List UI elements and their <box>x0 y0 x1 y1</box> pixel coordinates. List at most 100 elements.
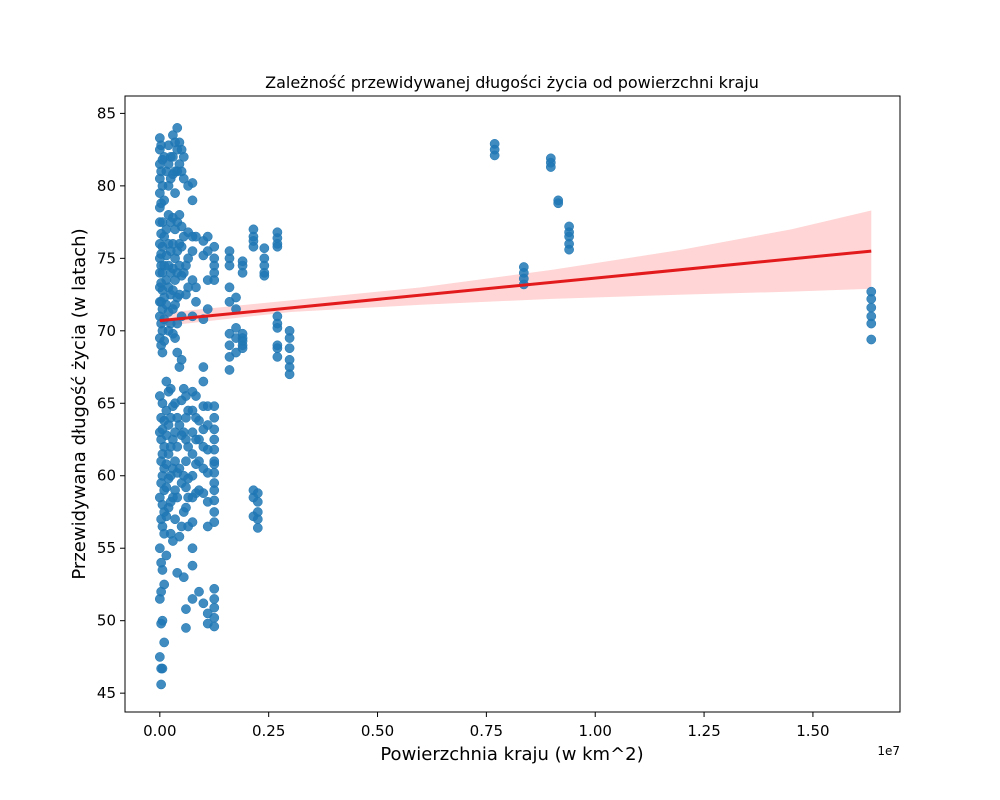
y-tick-label: 85 <box>97 104 116 122</box>
confidence-band-layer <box>159 210 872 327</box>
data-point <box>157 565 168 575</box>
y-tick-label: 50 <box>97 612 116 630</box>
data-point <box>178 173 189 184</box>
data-point <box>259 270 270 281</box>
chart-title: Zależność przewidywanej długości życia o… <box>265 73 759 92</box>
data-point <box>194 456 204 467</box>
data-point <box>866 318 877 329</box>
data-point <box>154 543 165 554</box>
data-point <box>181 623 191 633</box>
data-point <box>272 352 283 362</box>
data-point <box>187 178 198 188</box>
data-point <box>252 523 263 533</box>
data-point <box>157 663 168 674</box>
data-point <box>194 586 204 597</box>
y-tick-label: 70 <box>97 322 116 340</box>
data-point <box>159 637 170 648</box>
x-tick-label: 0.25 <box>252 722 285 740</box>
data-point <box>172 347 183 358</box>
y-tick-label: 80 <box>97 177 116 195</box>
y-axis-ticks: 45 50 55 60 65 70 75 80 85 <box>97 104 125 702</box>
y-axis-label: Przewidywana długość życia (w latach) <box>69 228 90 579</box>
data-point <box>209 275 220 285</box>
data-point <box>181 482 191 493</box>
data-point <box>209 459 220 470</box>
data-point <box>194 434 204 445</box>
data-point <box>202 231 213 242</box>
data-point <box>489 150 500 161</box>
data-point <box>174 210 185 220</box>
data-point <box>157 615 168 626</box>
data-point <box>252 496 263 507</box>
data-point <box>209 412 220 423</box>
data-point <box>209 424 220 435</box>
data-point <box>161 482 172 493</box>
data-point <box>231 292 241 303</box>
data-point <box>187 470 198 481</box>
data-point <box>187 594 198 604</box>
data-point <box>866 334 877 345</box>
data-point <box>209 401 220 412</box>
data-point <box>170 333 180 343</box>
data-point <box>209 583 220 594</box>
data-point <box>224 260 235 271</box>
data-point <box>272 343 283 354</box>
regression-line <box>159 249 872 323</box>
data-point <box>209 612 220 623</box>
data-point <box>172 441 183 452</box>
data-point <box>224 340 235 351</box>
data-point <box>183 441 193 452</box>
data-point <box>191 282 201 293</box>
data-point <box>176 221 187 232</box>
data-point <box>157 347 168 358</box>
points-layer <box>154 123 877 690</box>
data-point <box>187 543 198 554</box>
data-point <box>174 420 185 430</box>
data-point <box>209 602 220 613</box>
data-point <box>178 152 189 162</box>
data-point <box>181 456 191 467</box>
data-point <box>191 296 201 307</box>
data-point <box>209 507 220 517</box>
data-point <box>259 243 270 254</box>
data-point <box>198 376 209 387</box>
data-point <box>564 244 574 255</box>
x-axis-offset-label: 1e7 <box>877 744 900 758</box>
data-point <box>866 294 877 304</box>
data-point <box>202 304 213 314</box>
x-tick-label: 0.00 <box>143 722 176 740</box>
data-point <box>168 152 178 162</box>
data-point <box>187 517 198 527</box>
data-point <box>198 488 209 498</box>
data-point <box>159 579 170 590</box>
data-point <box>181 604 191 614</box>
plot-area <box>154 123 877 690</box>
data-point <box>165 383 176 394</box>
data-point <box>181 502 191 513</box>
data-point <box>161 550 172 561</box>
data-point <box>209 444 220 455</box>
data-point <box>198 598 209 609</box>
data-point <box>187 246 198 256</box>
data-point <box>284 343 295 354</box>
data-point <box>194 415 204 426</box>
data-point <box>170 514 180 525</box>
data-point <box>209 467 220 478</box>
data-point <box>248 236 259 246</box>
x-tick-label: 1.50 <box>796 722 829 740</box>
data-point <box>237 267 248 278</box>
data-point <box>154 652 165 662</box>
x-tick-label: 1.25 <box>687 722 720 740</box>
data-point <box>553 198 564 209</box>
data-point <box>161 511 172 522</box>
data-point <box>272 323 283 333</box>
data-point <box>209 495 220 506</box>
x-axis-ticks: 0.00 0.25 0.50 0.75 1.00 1.25 1.50 <box>143 712 830 740</box>
data-point <box>174 531 185 542</box>
x-tick-label: 0.50 <box>361 722 394 740</box>
data-point <box>866 302 877 313</box>
data-point <box>156 679 166 690</box>
data-point <box>191 231 201 242</box>
